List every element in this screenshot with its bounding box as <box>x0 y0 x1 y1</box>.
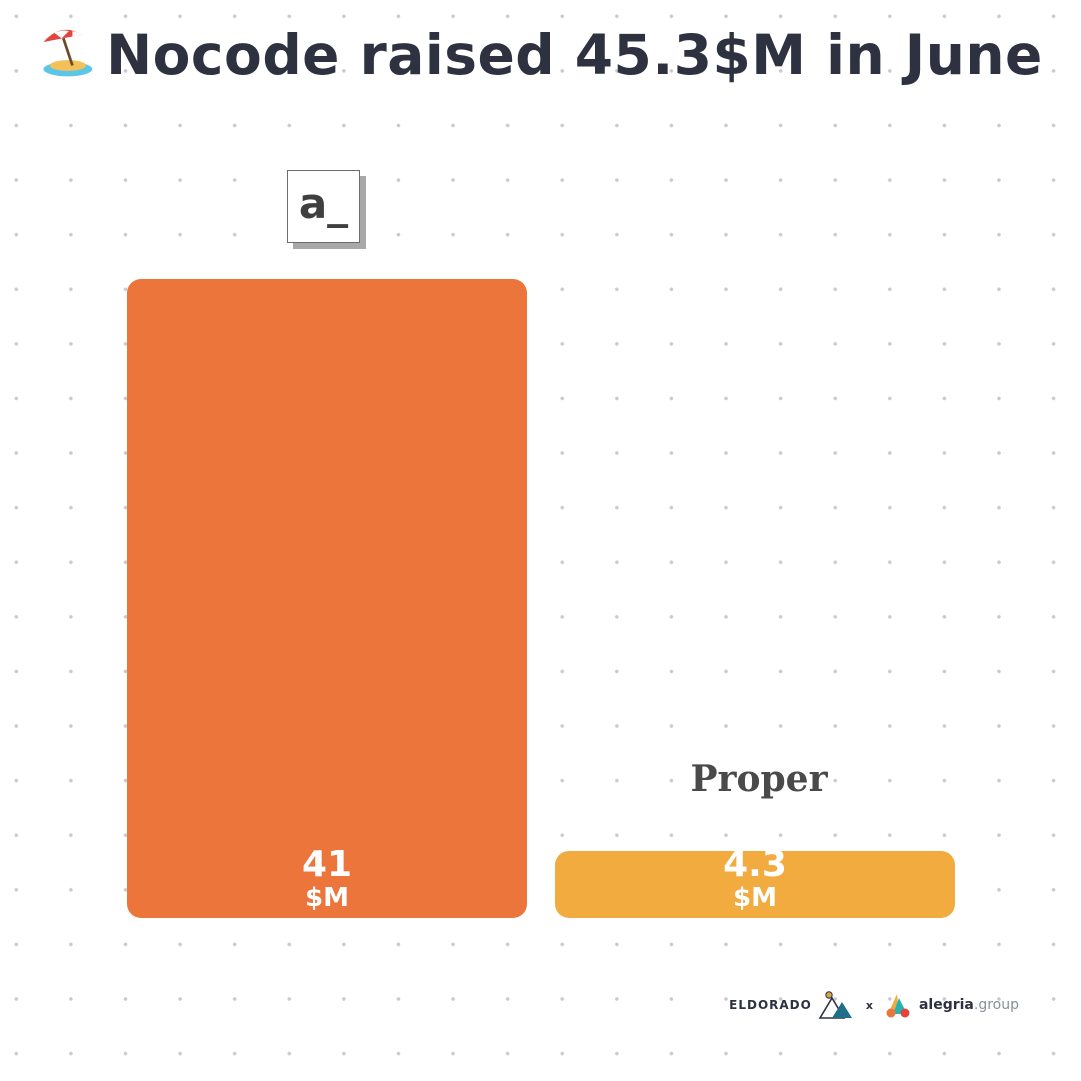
bar-unit-label: $M <box>733 883 777 913</box>
footer-branding: ELDORADO x alegria .group <box>729 988 1019 1022</box>
beach-umbrella-icon <box>38 22 96 80</box>
alegria-name: alegria <box>918 997 974 1013</box>
title-text: Nocode raised 45.3$M in June <box>106 23 1043 87</box>
bar-label-proper-logo: Proper <box>690 758 828 800</box>
brand-separator: x <box>865 998 873 1012</box>
alegria-logo-icon <box>885 992 913 1018</box>
bar-label-a-logo: a_ <box>287 170 360 243</box>
bar-0 <box>127 279 527 918</box>
page-title: Nocode raised 45.3$M in June <box>0 22 1081 87</box>
alegria-tld: .group <box>973 997 1019 1013</box>
bar-unit-label: $M <box>305 883 349 913</box>
bar-1 <box>555 850 955 918</box>
bar-value-label: 4.3 <box>723 844 787 885</box>
eldorado-logo-text: ELDORADO <box>729 998 812 1012</box>
mountain-icon <box>818 990 854 1020</box>
bar-value-label: 41 <box>302 844 352 885</box>
